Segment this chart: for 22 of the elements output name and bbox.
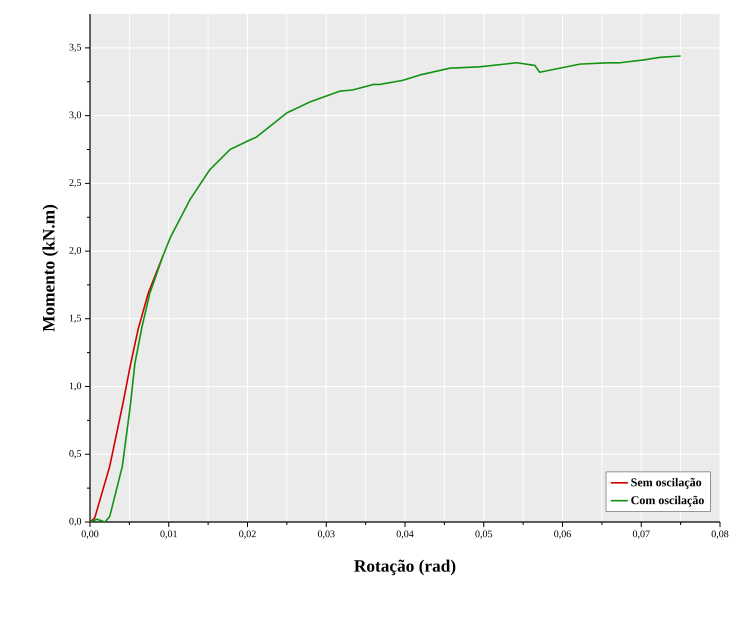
legend-label: Com oscilação <box>631 496 704 507</box>
y-axis-title: Momento (kN.m) <box>42 204 58 332</box>
x-tick-label: 0,05 <box>475 530 492 539</box>
x-tick-label: 0,06 <box>554 530 571 539</box>
y-tick-label: 3,5 <box>69 44 82 52</box>
x-tick-label: 0,04 <box>396 530 414 539</box>
y-tick-label: 2,0 <box>69 246 82 256</box>
x-tick-label: 0,07 <box>632 530 650 539</box>
x-tick-label: 0,01 <box>160 530 177 539</box>
x-tick-label: 0,03 <box>318 530 335 539</box>
x-tick-label: 0,08 <box>712 530 728 539</box>
y-tick-label: 1,0 <box>70 382 82 391</box>
y-tick-label: 1,5 <box>70 314 82 323</box>
x-axis-title: Rotação (rad) <box>354 560 456 576</box>
y-tick-label: 2,5 <box>69 179 82 188</box>
y-tick-label: 0,0 <box>69 518 82 526</box>
y-tick-label: 0,5 <box>69 450 82 458</box>
x-tick-label: 0,02 <box>239 530 256 539</box>
y-tick-label: 3,0 <box>69 112 82 120</box>
x-tick-label: 0,00 <box>82 530 98 539</box>
line-series <box>90 254 164 522</box>
legend-label: Sem oscilação <box>631 478 702 489</box>
